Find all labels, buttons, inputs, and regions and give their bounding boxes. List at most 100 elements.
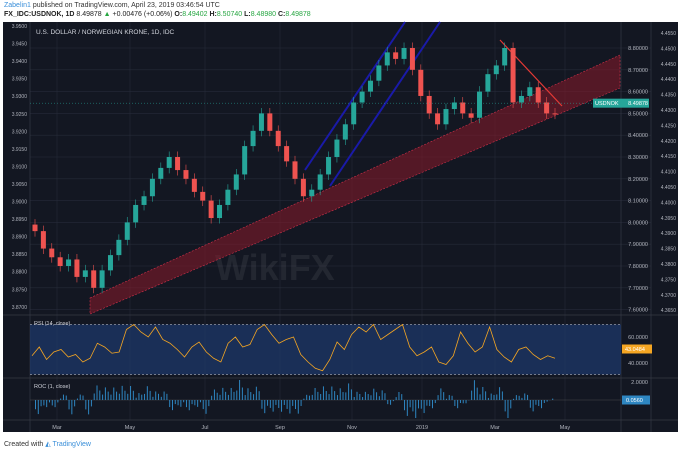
roc-bar <box>336 395 338 400</box>
roc-bar <box>85 400 87 410</box>
roc-bar <box>322 386 324 400</box>
roc-bar <box>183 400 185 403</box>
roc-bar <box>384 393 386 400</box>
roc-bar <box>342 392 344 400</box>
roc-bar <box>395 397 397 400</box>
roc-bar <box>515 395 517 400</box>
author-link[interactable]: Zabelin1 <box>4 2 31 9</box>
right-axis-tick-label: 4.3900 <box>661 231 677 237</box>
candle-body <box>141 196 147 205</box>
price-tick-label: 8.10000 <box>628 199 648 205</box>
price-chart[interactable]: 8.80000 8.70000 8.60000 8.50000 8.40000 8.300… <box>0 0 680 440</box>
candle-body <box>292 161 298 179</box>
candle-body <box>74 259 80 277</box>
roc-bar <box>247 388 249 400</box>
roc-bar <box>135 397 137 400</box>
candle-body <box>284 146 290 162</box>
right-axis-tick-label: 4.4350 <box>661 93 677 99</box>
candle-body <box>351 102 357 125</box>
candle-body <box>460 102 466 114</box>
roc-bar <box>118 393 120 400</box>
roc-bar <box>236 390 238 400</box>
roc-bar <box>138 393 140 400</box>
candle-body <box>183 170 189 179</box>
roc-bar <box>261 400 263 409</box>
roc-bar <box>130 386 132 400</box>
roc-bar <box>404 400 406 411</box>
right-axis-tick-label: 4.3650 <box>661 308 677 314</box>
candle-body <box>267 113 273 131</box>
left-axis-tick-label: 3.8700 <box>12 305 28 311</box>
roc-bar <box>107 391 109 400</box>
roc-bar <box>362 397 364 400</box>
rsi-value: 43.0484 <box>625 347 645 353</box>
time-tick-label: 2019 <box>416 425 428 431</box>
right-axis-tick-label: 4.4500 <box>661 46 677 52</box>
roc-bar <box>485 391 487 400</box>
candle-body <box>91 270 97 288</box>
price-tick-label: 7.80000 <box>628 264 648 270</box>
roc-bar <box>191 400 193 405</box>
roc-bar <box>152 396 154 400</box>
candle-body <box>175 157 181 171</box>
roc-bar <box>74 400 76 407</box>
candle-body <box>208 200 214 219</box>
roc-bar <box>524 393 526 400</box>
roc-bar <box>144 393 146 400</box>
roc-bar <box>476 387 478 400</box>
roc-bar <box>387 400 389 405</box>
low-value: 8.48980 <box>250 11 277 18</box>
roc-bar <box>233 391 235 400</box>
candle-body <box>57 257 63 266</box>
blue-channel-line <box>329 21 441 187</box>
created-with-text: Created with <box>4 441 44 448</box>
ohlc-legend: FX_IDC:USDNOK, 1D 8.49878 ▲ +0.00476 (+0… <box>4 11 311 18</box>
low-label: L: <box>244 11 251 18</box>
time-tick-label: May <box>125 425 136 431</box>
open-label: O: <box>174 11 183 18</box>
roc-bar <box>532 400 534 412</box>
roc-bar <box>440 388 442 400</box>
right-axis-tick-label: 4.4400 <box>661 77 677 83</box>
roc-bar <box>250 392 252 400</box>
left-axis-tick-label: 3.9350 <box>12 77 28 83</box>
roc-bar <box>426 400 428 406</box>
roc-bar <box>546 400 548 402</box>
left-axis-tick-label: 3.9000 <box>12 200 28 206</box>
candle-body <box>468 113 474 118</box>
right-axis-tick-label: 4.4200 <box>661 139 677 145</box>
roc-bar <box>93 393 95 400</box>
roc-bar <box>431 400 433 409</box>
roc-value-badge <box>622 395 650 405</box>
time-tick-label: May <box>560 425 571 431</box>
roc-bar <box>82 395 84 400</box>
left-axis-tick-label: 3.8900 <box>12 235 28 241</box>
roc-bar <box>373 388 375 400</box>
candle-body <box>552 113 558 115</box>
roc-bar <box>239 380 241 400</box>
roc-bar <box>518 395 520 400</box>
candle-body <box>225 189 231 205</box>
roc-bar <box>166 393 168 400</box>
roc-bar <box>289 400 291 414</box>
roc-bar <box>457 400 459 409</box>
roc-bar <box>121 385 123 400</box>
candle-body <box>242 146 248 175</box>
left-axis-tick-label: 3.8950 <box>12 217 28 223</box>
roc-bar <box>295 400 296 410</box>
roc-bar <box>264 400 266 414</box>
roc-bar <box>443 392 445 400</box>
roc-bar <box>529 400 531 408</box>
price-tick-label: 8.30000 <box>628 155 648 161</box>
roc-bar <box>479 394 481 400</box>
candle-body <box>133 204 139 223</box>
roc-bar <box>43 400 45 406</box>
rsi-line <box>31 323 556 372</box>
price-tick-label: 8.50000 <box>628 111 648 117</box>
roc-bar <box>180 400 182 407</box>
tradingview-link[interactable]: TradingView <box>52 441 91 448</box>
left-axis-tick-label: 3.9400 <box>12 59 28 65</box>
roc-bar <box>99 390 101 400</box>
candle-body <box>527 87 533 96</box>
candle-body <box>107 255 113 271</box>
